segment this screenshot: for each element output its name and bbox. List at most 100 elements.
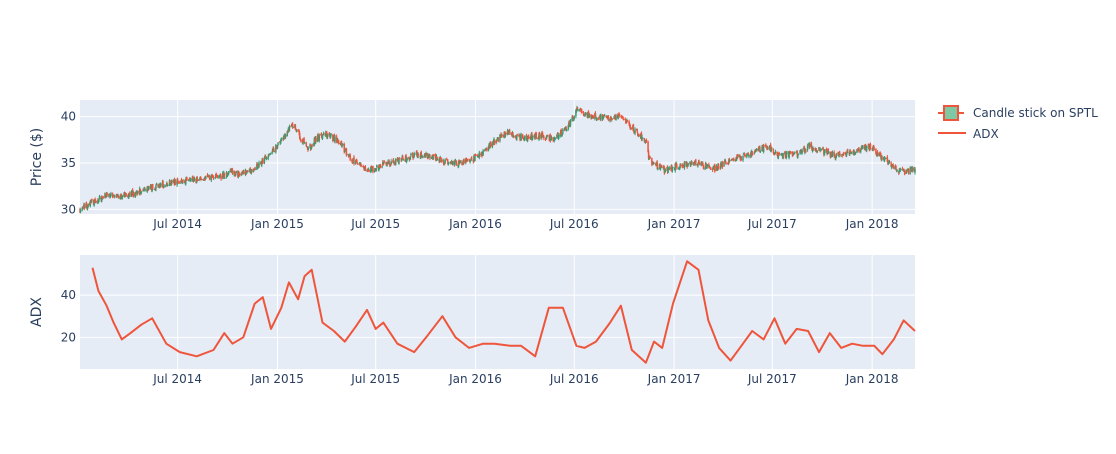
legend-label-adx: ADX — [973, 127, 999, 141]
candle-body — [302, 142, 304, 144]
candle — [636, 128, 638, 133]
candle-body — [316, 134, 319, 142]
candle-body — [355, 159, 358, 162]
candle — [446, 157, 448, 161]
candle-body — [265, 156, 267, 158]
candle-body — [492, 143, 494, 145]
candle-body — [884, 158, 886, 160]
legend-item-adx[interactable]: ADX — [938, 127, 999, 141]
candle-body — [714, 165, 716, 172]
candle-body — [390, 162, 393, 165]
candle — [805, 149, 807, 153]
candle — [357, 163, 359, 166]
candle-body — [512, 133, 514, 138]
candle-body — [421, 155, 424, 158]
candle-body — [423, 156, 425, 158]
candle — [223, 172, 226, 179]
candle-body — [389, 161, 391, 166]
candle-body — [301, 139, 304, 143]
candle-body — [564, 127, 566, 130]
candle-body — [629, 124, 631, 129]
candle-body — [469, 160, 471, 163]
candle — [668, 166, 670, 171]
candle — [116, 194, 119, 198]
candle-body — [238, 172, 240, 176]
candle-body — [876, 152, 878, 157]
candle-body — [165, 184, 168, 186]
candle-body — [557, 135, 560, 139]
candle-body — [900, 169, 902, 170]
candle-body — [710, 168, 712, 170]
candle-body — [199, 177, 201, 181]
candle-body — [180, 180, 182, 184]
candle-body — [542, 134, 544, 138]
candle — [596, 117, 598, 121]
candle-body — [373, 169, 376, 172]
candle — [565, 128, 568, 132]
candle-body — [121, 195, 124, 200]
adx-gridlines — [80, 255, 915, 369]
candle-body — [862, 146, 864, 148]
candle-body — [729, 160, 731, 162]
candle-body — [636, 128, 638, 133]
candle-body — [901, 168, 904, 171]
candle-body — [571, 116, 574, 118]
candle-body — [554, 138, 557, 140]
candle-body — [621, 116, 624, 118]
candle — [679, 163, 681, 170]
candle — [571, 115, 574, 119]
candle-body — [865, 146, 868, 151]
candle-body — [830, 151, 833, 157]
candle-body — [880, 152, 882, 158]
candle — [106, 191, 108, 198]
candle — [332, 134, 334, 143]
candle-body — [792, 154, 794, 156]
candle-body — [167, 184, 169, 186]
candle-body — [774, 152, 776, 155]
candle-body — [899, 169, 902, 171]
candle-body — [535, 132, 538, 139]
candle-body — [93, 200, 95, 206]
legend[interactable]: Candle stick on SPTL ADX — [938, 105, 1098, 141]
candle-body — [416, 151, 418, 156]
candle — [622, 118, 625, 121]
candle-body — [329, 134, 332, 138]
candle-body — [425, 152, 427, 156]
candle-body — [837, 153, 839, 155]
candle — [584, 112, 587, 115]
candle-body — [256, 163, 259, 167]
candle-body — [818, 147, 821, 149]
candle-body — [558, 134, 560, 137]
candle-body — [419, 152, 422, 158]
candle — [679, 163, 682, 168]
candle-body — [886, 156, 889, 162]
candle-body — [284, 135, 287, 138]
candle-body — [424, 156, 427, 158]
candle-body — [742, 155, 744, 161]
candle-body — [101, 197, 103, 198]
candle-body — [86, 206, 89, 209]
candle-body — [181, 181, 184, 184]
legend-item-candle[interactable]: Candle stick on SPTL — [938, 105, 1098, 121]
candle-body — [340, 140, 343, 146]
candle — [705, 162, 707, 170]
candle-body — [201, 179, 203, 180]
candle — [124, 192, 126, 198]
candle-body — [774, 151, 777, 153]
x-tick-label: Jul 2017 — [747, 217, 797, 231]
candle-body — [113, 195, 115, 197]
candle-body — [306, 146, 309, 148]
candle — [667, 166, 669, 174]
candle — [771, 146, 773, 151]
candle-body — [467, 159, 469, 160]
candle-body — [332, 134, 334, 141]
candle-body — [275, 144, 277, 153]
candle — [615, 113, 617, 121]
candle — [284, 133, 287, 139]
candle-body — [220, 175, 222, 180]
candle-body — [562, 129, 564, 134]
candle-body — [432, 154, 435, 156]
candle — [469, 160, 471, 164]
candle — [307, 146, 310, 151]
